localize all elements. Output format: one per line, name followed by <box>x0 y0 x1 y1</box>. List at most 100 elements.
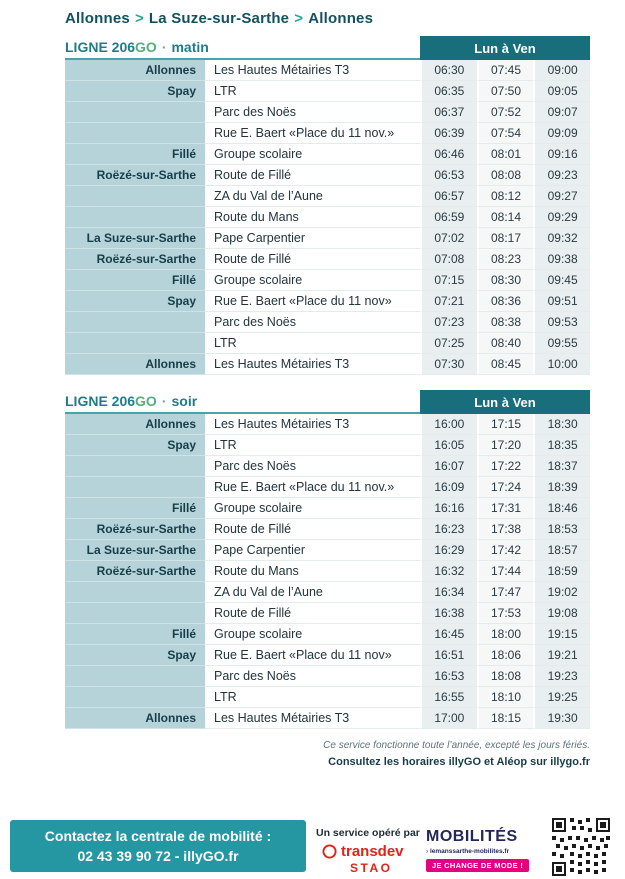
operator-label: Un service opéré par <box>316 827 420 839</box>
time-cell: 18:53 <box>533 519 590 540</box>
time-cell: 07:30 <box>420 354 477 375</box>
time-cell: 18:46 <box>533 498 590 519</box>
time-cell: 09:05 <box>533 81 590 102</box>
commune-cell: La Suze-sur-Sarthe <box>65 228 205 249</box>
breadcrumb-separator: > <box>134 10 144 27</box>
time-cell: 07:21 <box>420 291 477 312</box>
time-cell: 07:23 <box>420 312 477 333</box>
time-cell: 18:08 <box>476 666 534 687</box>
stop-cell: Parc des Noës <box>205 102 420 123</box>
timetable-row: Roëzé-sur-Sarthe Route de Fillé 16:23 17:38… <box>65 519 590 540</box>
stop-cell: Groupe scolaire <box>205 144 420 165</box>
timetable-row: Route du Mans 06:59 08:14 09:29 <box>65 207 590 228</box>
stop-cell: ZA du Val de l’Aune <box>205 582 420 603</box>
time-cell: 19:15 <box>533 624 590 645</box>
time-cell: 16:09 <box>420 477 477 498</box>
time-cell: 06:57 <box>420 186 477 207</box>
contact-line1: Contactez la centrale de mobilité : <box>44 827 272 844</box>
time-cell: 08:30 <box>476 270 534 291</box>
time-cell: 09:29 <box>533 207 590 228</box>
ligne-title-period: soir <box>171 393 198 409</box>
stop-cell: Route du Mans <box>205 561 420 582</box>
stop-cell: Les Hautes Métairies T3 <box>205 414 420 435</box>
time-cell: 08:36 <box>476 291 534 312</box>
time-cell: 19:23 <box>533 666 590 687</box>
commune-cell: Roëzé-sur-Sarthe <box>65 561 205 582</box>
timetable-row: Route de Fillé 16:38 17:53 19:08 <box>65 603 590 624</box>
commune-cell: Allonnes <box>65 414 205 435</box>
time-cell: 09:16 <box>533 144 590 165</box>
stop-cell: Parc des Noës <box>205 312 420 333</box>
timetable-soir: LIGNE 206 GO · soir Lun à Ven Allonnes Les H… <box>65 390 590 729</box>
time-cell: 17:44 <box>476 561 534 582</box>
breadcrumb-separator: > <box>294 10 304 27</box>
time-cell: 16:55 <box>420 687 477 708</box>
time-cell: 19:08 <box>533 603 590 624</box>
stop-cell: Groupe scolaire <box>205 498 420 519</box>
time-cell: 08:45 <box>476 354 534 375</box>
stop-cell: Route de Fillé <box>205 249 420 270</box>
timetable-row: Fillé Groupe scolaire 07:15 08:30 09:45 <box>65 270 590 291</box>
qr-code <box>552 818 610 876</box>
commune-cell: Spay <box>65 645 205 666</box>
stop-cell: LTR <box>205 333 420 354</box>
breadcrumb-part: Allonnes <box>65 10 130 27</box>
timetable-row: Parc des Noës 16:07 17:22 18:37 <box>65 456 590 477</box>
stop-cell: Pape Carpentier <box>205 228 420 249</box>
timetable-row: Rue E. Baert «Place du 11 nov.» 16:09 17:2… <box>65 477 590 498</box>
transdev-logo: transdev <box>322 843 404 860</box>
days-badge: Lun à Ven <box>420 36 590 60</box>
stop-cell: Route de Fillé <box>205 165 420 186</box>
timetable-row: Spay Rue E. Baert «Place du 11 nov» 16:51 1… <box>65 645 590 666</box>
timetable-matin: LIGNE 206 GO · matin Lun à Ven Allonnes Les … <box>65 36 590 375</box>
stop-cell: ZA du Val de l’Aune <box>205 186 420 207</box>
commune-cell <box>65 456 205 477</box>
commune-cell <box>65 477 205 498</box>
time-cell: 17:53 <box>476 603 534 624</box>
timetable-row: Fillé Groupe scolaire 16:16 17:31 18:46 <box>65 498 590 519</box>
stop-cell: Les Hautes Métairies T3 <box>205 354 420 375</box>
timetable-row: Spay LTR 06:35 07:50 09:05 <box>65 81 590 102</box>
commune-cell <box>65 123 205 144</box>
timetable-row: Allonnes Les Hautes Métairies T3 07:30 08:4… <box>65 354 590 375</box>
timetable-row: Roëzé-sur-Sarthe Route du Mans 16:32 17:44 1… <box>65 561 590 582</box>
time-cell: 17:24 <box>476 477 534 498</box>
timetable-row: Spay LTR 16:05 17:20 18:35 <box>65 435 590 456</box>
stop-cell: Parc des Noës <box>205 456 420 477</box>
time-cell: 10:00 <box>533 354 590 375</box>
mobilites-logo: MOBILITÉS › lemanssarthe-mobilites.fr JE… <box>426 828 548 873</box>
time-cell: 09:38 <box>533 249 590 270</box>
timetable-row: Parc des Noës 16:53 18:08 19:23 <box>65 666 590 687</box>
commune-cell <box>65 186 205 207</box>
ligne-title-main: LIGNE 206 <box>65 393 136 409</box>
commune-cell: Allonnes <box>65 354 205 375</box>
transdev-icon <box>322 844 337 859</box>
contact-line2: 02 43 39 90 72 - illyGO.fr <box>77 848 239 864</box>
time-cell: 17:20 <box>476 435 534 456</box>
time-cell: 07:45 <box>476 60 534 81</box>
time-cell: 07:08 <box>420 249 477 270</box>
ligne-title-dot: · <box>161 39 167 55</box>
timetable-row: Fillé Groupe scolaire 16:45 18:00 19:15 <box>65 624 590 645</box>
commune-cell: Allonnes <box>65 60 205 81</box>
commune-cell: Fillé <box>65 144 205 165</box>
service-notes: Ce service fonctionne toute l’année, exc… <box>323 740 590 768</box>
stop-cell: Groupe scolaire <box>205 270 420 291</box>
time-cell: 07:52 <box>476 102 534 123</box>
time-cell: 16:53 <box>420 666 477 687</box>
time-cell: 18:37 <box>533 456 590 477</box>
time-cell: 19:30 <box>533 708 590 729</box>
time-cell: 16:00 <box>420 414 477 435</box>
time-cell: 09:53 <box>533 312 590 333</box>
timetable-rows: Allonnes Les Hautes Métairies T3 06:30 07:4… <box>65 60 590 375</box>
time-cell: 16:45 <box>420 624 477 645</box>
time-cell: 07:25 <box>420 333 477 354</box>
time-cell: 06:30 <box>420 60 477 81</box>
timetable-row: Parc des Noës 06:37 07:52 09:07 <box>65 102 590 123</box>
time-cell: 07:15 <box>420 270 477 291</box>
time-cell: 16:38 <box>420 603 477 624</box>
stop-cell: Route de Fillé <box>205 603 420 624</box>
timetable-row: Allonnes Les Hautes Métairies T3 06:30 07:4… <box>65 60 590 81</box>
ligne-title-go: GO <box>135 39 157 55</box>
